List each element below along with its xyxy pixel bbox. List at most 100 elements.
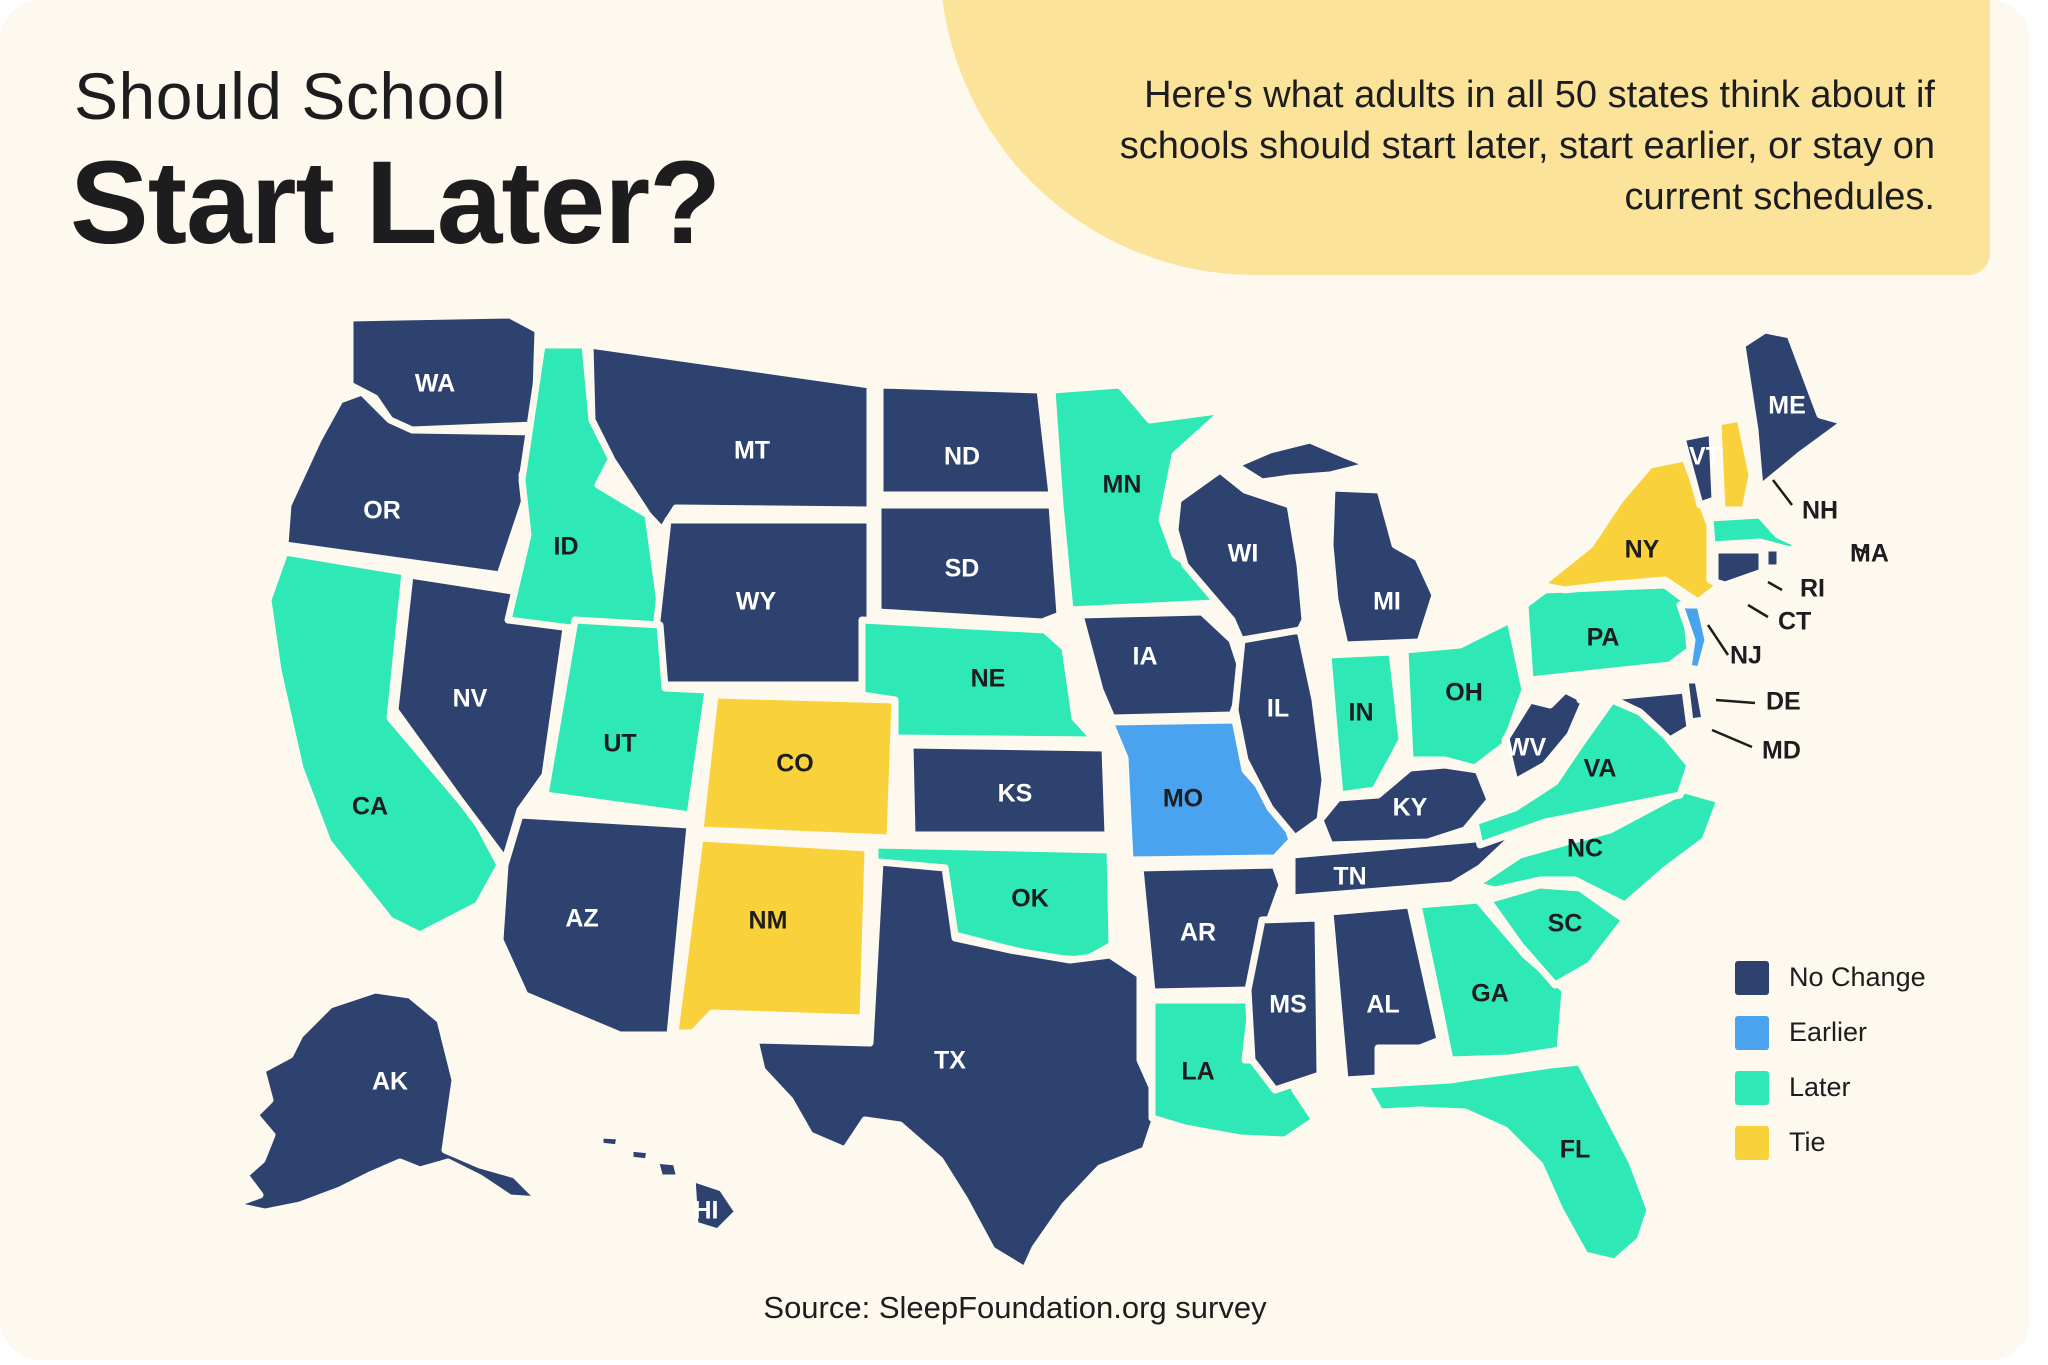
state-me-shape [1738, 326, 1849, 492]
state-label-nv: NV [453, 685, 488, 713]
state-label-mt: MT [734, 437, 770, 465]
state-label-nc: NC [1567, 835, 1603, 863]
state-al [1326, 901, 1444, 1084]
state-la-shape [1148, 996, 1319, 1144]
state-label-ct: CT [1778, 608, 1811, 636]
state-la [1148, 996, 1319, 1144]
title-line-1: Should School [74, 59, 507, 133]
state-in-shape [1324, 648, 1406, 799]
state-ma [1706, 511, 1804, 554]
state-label-wi: WI [1228, 540, 1259, 568]
state-il [1231, 626, 1329, 842]
state-label-mo: MO [1163, 785, 1203, 813]
state-ms [1244, 914, 1324, 1094]
legend-swatch [1735, 1070, 1769, 1105]
title-line-2: Start Later? [70, 137, 721, 269]
state-co-shape [696, 691, 899, 842]
state-label-la: LA [1181, 1058, 1214, 1086]
state-md [1576, 686, 1694, 744]
state-mi [1231, 436, 1439, 649]
state-in [1324, 648, 1406, 799]
state-label-oh: OH [1445, 679, 1483, 707]
state-vt [1678, 428, 1719, 509]
legend-item-tie: Tie [1735, 1115, 1926, 1170]
state-label-wa: WA [415, 370, 455, 398]
state-nc [1471, 786, 1724, 909]
legend: No Change Earlier Later Tie [1735, 950, 1926, 1170]
state-sd [874, 501, 1064, 626]
state-mt [586, 341, 874, 534]
state-nd [876, 381, 1056, 499]
state-label-nm: NM [749, 907, 788, 935]
state-label-il: IL [1267, 695, 1289, 723]
state-ak [228, 986, 544, 1216]
state-label-ut: UT [603, 730, 636, 758]
state-hi-shape [651, 1156, 684, 1182]
state-label-az: AZ [565, 905, 598, 933]
state-nh [1714, 414, 1756, 514]
state-az [496, 811, 694, 1039]
state-label-co: CO [776, 750, 814, 778]
state-nj-shape [1676, 601, 1712, 674]
state-tx [751, 858, 1164, 1274]
subtitle: Here's what adults in all 50 states thin… [1119, 74, 1935, 218]
state-label-fl: FL [1560, 1136, 1591, 1164]
state-mn-shape [1048, 381, 1229, 614]
subtitle-background [940, 0, 1990, 275]
state-label-ks: KS [998, 780, 1033, 808]
state-label-tn: TN [1333, 863, 1366, 891]
state-ct-shape [1711, 546, 1766, 589]
state-nd-shape [876, 381, 1056, 499]
state-fl [1361, 1058, 1654, 1266]
state-label-nj: NJ [1730, 642, 1762, 670]
state-ny [1536, 454, 1724, 606]
state-nh-shape [1714, 414, 1756, 514]
state-label-vt: VT [1689, 443, 1721, 471]
state-az-shape [496, 811, 694, 1039]
legend-label: Earlier [1789, 1017, 1868, 1047]
legend-item-later: Later [1735, 1060, 1926, 1115]
state-ut-shape [541, 616, 712, 819]
state-mt-shape [586, 341, 874, 534]
legend-item-earlier: Earlier [1735, 1005, 1926, 1060]
legend-swatch [1735, 1015, 1769, 1050]
state-md-shape [1576, 686, 1694, 744]
legend-label: Later [1789, 1072, 1851, 1102]
legend-swatch [1735, 960, 1769, 995]
state-label-ok: OK [1011, 885, 1049, 913]
state-ca-shape [264, 548, 504, 939]
state-hi-shape [596, 1131, 624, 1152]
legend-item-no-change: No Change [1735, 950, 1926, 1005]
state-ak-shape [228, 986, 544, 1216]
state-il-shape [1231, 626, 1329, 842]
state-mn [1048, 381, 1229, 614]
state-tx-shape [751, 858, 1164, 1274]
state-label-hi: HI [694, 1197, 719, 1225]
state-tn-shape [1288, 831, 1519, 902]
state-ne [858, 616, 1099, 744]
state-ia-shape [1076, 608, 1249, 722]
state-label-ne: NE [971, 665, 1006, 693]
state-label-va: VA [1584, 755, 1617, 783]
state-ri [1761, 544, 1784, 572]
state-ia [1076, 608, 1249, 722]
state-vt-shape [1678, 428, 1719, 509]
state-ri-shape [1761, 544, 1784, 572]
state-label-al: AL [1366, 991, 1399, 1019]
source-note: Source: SleepFoundation.org survey [763, 1290, 1267, 1325]
state-label-ga: GA [1471, 980, 1509, 1008]
state-label-ma: MA [1850, 540, 1889, 568]
state-label-ca: CA [352, 793, 388, 821]
state-label-md: MD [1762, 737, 1801, 765]
state-ny-shape [1536, 454, 1724, 606]
state-label-nh: NH [1802, 497, 1838, 525]
state-tn [1288, 831, 1519, 902]
state-label-ri: RI [1800, 575, 1825, 603]
state-ks-shape [906, 741, 1112, 839]
state-sd-shape [874, 501, 1064, 626]
state-hi-shape [688, 1174, 742, 1236]
state-label-wv: WV [1506, 734, 1547, 762]
state-mi-shape [1231, 436, 1374, 486]
legend-label: No Change [1789, 962, 1926, 992]
